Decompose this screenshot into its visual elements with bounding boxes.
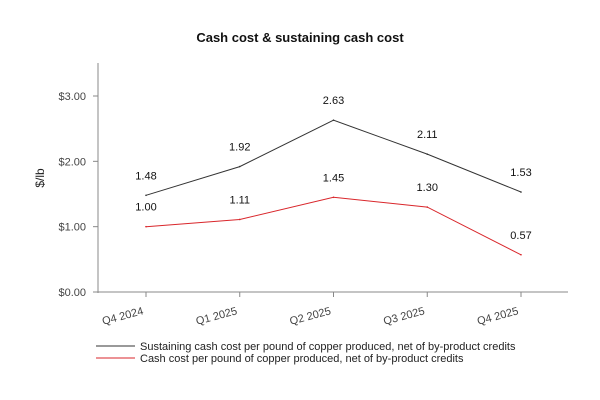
data-point	[426, 206, 429, 208]
data-point	[238, 165, 241, 168]
axes	[94, 63, 568, 293]
legend-entry: Cash cost per pound of copper produced, …	[140, 353, 464, 365]
data-label: 2.63	[323, 95, 344, 107]
data-label: 2.11	[417, 129, 438, 141]
y-axis-label: $/lb	[33, 168, 47, 188]
x-tick-label: Q3 2025	[382, 305, 426, 328]
y-tick-label: $0.00	[58, 287, 86, 299]
data-label: 1.30	[417, 182, 438, 194]
data-point	[145, 225, 147, 228]
data-point	[238, 218, 241, 221]
data-label: 1.92	[229, 142, 250, 154]
y-tick-label: $1.00	[58, 222, 86, 234]
x-tick-label: Q1 2025	[195, 305, 239, 328]
x-tick-label: Q4 2025	[476, 305, 520, 328]
x-tick-label: Q4 2024	[101, 305, 145, 328]
legend-entry: Sustaining cash cost per pound of copper…	[140, 341, 516, 353]
data-point	[520, 191, 522, 193]
chart-title: Cash cost & sustaining cash cost	[196, 30, 404, 45]
data-label: 1.00	[135, 202, 156, 214]
x-axis-ticks: Q4 2024 Q1 2025 Q2 2025 Q3 2025 Q4 2025	[101, 292, 522, 328]
data-point	[426, 153, 429, 155]
data-point	[520, 253, 522, 256]
data-point	[332, 196, 335, 199]
y-tick-label: $3.00	[58, 91, 86, 103]
data-label: 0.57	[510, 230, 531, 242]
x-tick-label: Q2 2025	[288, 305, 332, 328]
data-point	[145, 194, 147, 197]
y-tick-label: $2.00	[58, 156, 86, 168]
legend: Sustaining cash cost per pound of copper…	[96, 341, 516, 365]
data-label: 1.53	[510, 167, 531, 179]
data-label: 1.11	[229, 194, 250, 206]
series-line-1	[145, 196, 522, 256]
series-group: 1.48 1.92 2.63 2.11 1.53 1.00 1.11 1.45 1.30 0.57	[135, 95, 532, 256]
data-label: 1.48	[135, 170, 156, 182]
data-point	[332, 119, 335, 121]
y-axis-ticks: $0.00 $1.00 $2.00 $3.00	[58, 91, 98, 299]
data-label: 1.45	[323, 172, 344, 184]
